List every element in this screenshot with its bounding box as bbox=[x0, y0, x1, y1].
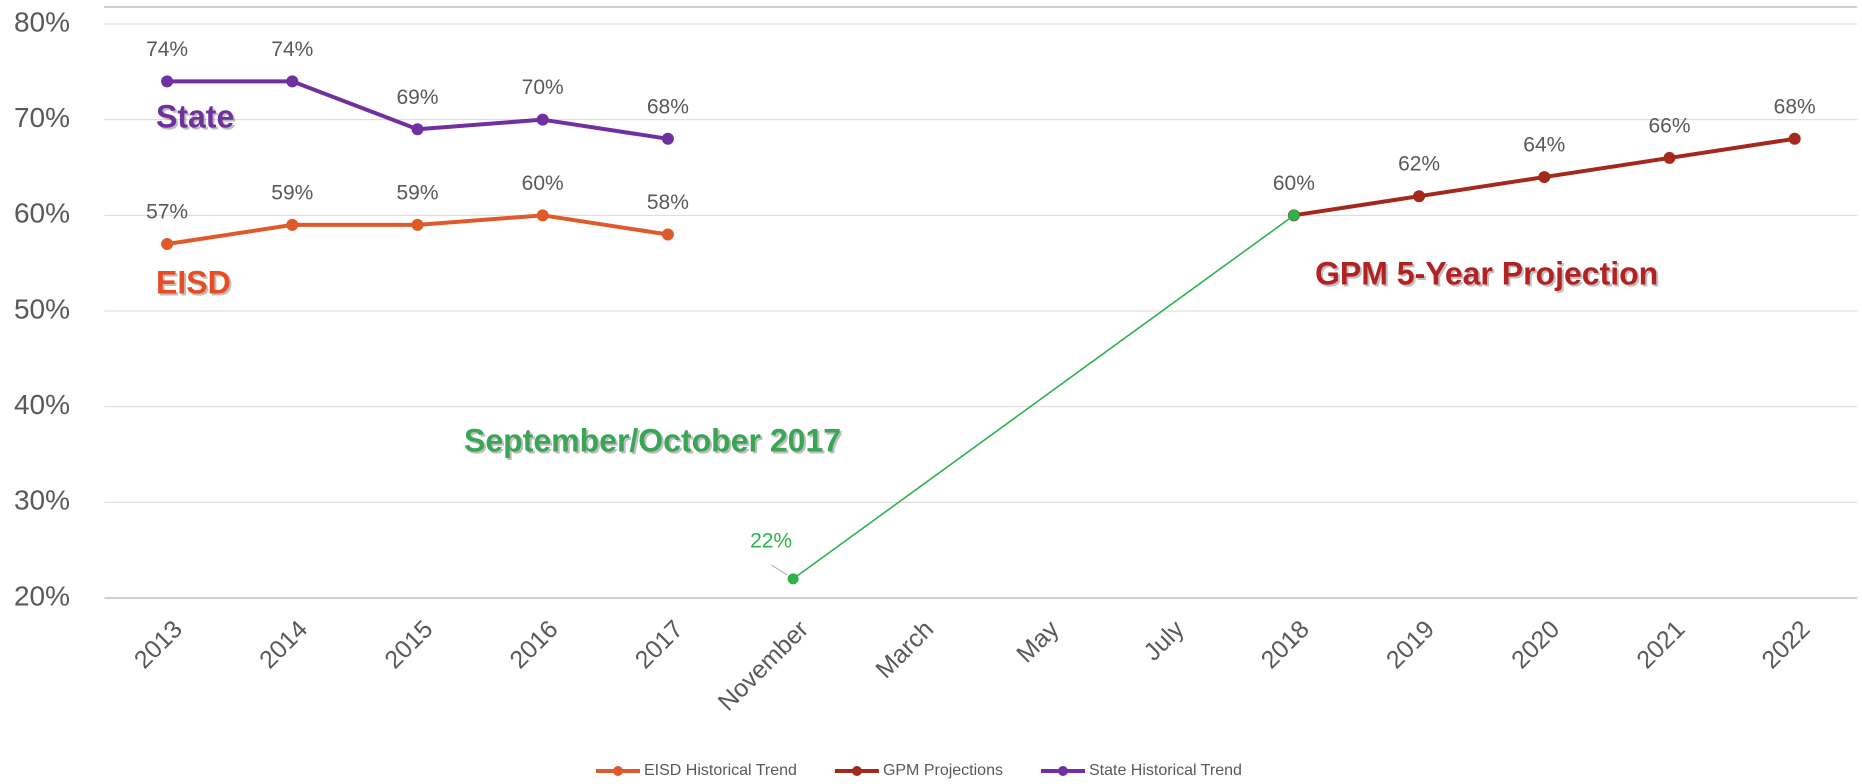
x-tick-label: May bbox=[1011, 615, 1065, 669]
x-tick-label: 2013 bbox=[129, 615, 188, 674]
data-point bbox=[661, 228, 674, 241]
x-tick-label: 2020 bbox=[1506, 615, 1565, 674]
y-tick-label: 60% bbox=[14, 198, 70, 229]
data-point bbox=[661, 132, 674, 145]
y-tick-label: 70% bbox=[14, 102, 70, 133]
data-label: 62% bbox=[1398, 153, 1440, 176]
data-label: 59% bbox=[271, 181, 313, 204]
data-point bbox=[286, 75, 299, 88]
data-point bbox=[536, 209, 549, 222]
data-label: 68% bbox=[1774, 95, 1816, 118]
legend-marker bbox=[851, 766, 862, 776]
series-line bbox=[792, 214, 1295, 580]
annotation-shadow: September/October 2017 bbox=[466, 424, 843, 460]
data-label: 22% bbox=[750, 529, 792, 552]
data-point bbox=[161, 75, 174, 88]
x-tick-label: July bbox=[1138, 615, 1190, 667]
data-point bbox=[286, 218, 299, 231]
annotation-shadow: GPM 5-Year Projection bbox=[1317, 257, 1660, 293]
x-tick-label: 2018 bbox=[1256, 615, 1315, 674]
data-label: 74% bbox=[271, 38, 313, 61]
data-label: 60% bbox=[522, 172, 564, 195]
x-tick-label: 2016 bbox=[504, 615, 563, 674]
data-label: 57% bbox=[146, 201, 188, 224]
legend-label: EISD Historical Trend bbox=[644, 762, 797, 779]
data-label: 58% bbox=[647, 191, 689, 214]
annotation-shadow: State bbox=[158, 100, 236, 136]
data-point bbox=[1788, 132, 1801, 145]
annotation: GPM 5-Year Projection bbox=[1315, 255, 1658, 291]
data-label: 70% bbox=[522, 76, 564, 99]
data-label: 64% bbox=[1523, 134, 1565, 157]
x-tick-label: 2017 bbox=[630, 615, 689, 674]
data-point bbox=[536, 113, 549, 126]
data-point bbox=[411, 123, 424, 136]
x-tick-label: 2019 bbox=[1381, 615, 1440, 674]
y-tick-label: 30% bbox=[14, 485, 70, 516]
x-tick-label: November bbox=[713, 615, 814, 716]
data-label: 74% bbox=[146, 38, 188, 61]
x-tick-label: 2021 bbox=[1631, 615, 1690, 674]
x-tick-label: 2022 bbox=[1756, 615, 1815, 674]
y-tick-label: 20% bbox=[14, 580, 70, 611]
data-label: 66% bbox=[1648, 114, 1690, 137]
data-point bbox=[161, 238, 174, 251]
data-label: 68% bbox=[647, 95, 689, 118]
x-tick-label: 2014 bbox=[254, 615, 313, 674]
y-tick-label: 50% bbox=[14, 293, 70, 324]
annotation: State bbox=[156, 98, 234, 134]
x-tick-label: March bbox=[870, 615, 939, 684]
annotation: EISD bbox=[156, 264, 231, 300]
legend-marker bbox=[613, 766, 623, 776]
legend-label: GPM Projections bbox=[883, 762, 1003, 779]
y-tick-label: 40% bbox=[14, 389, 70, 420]
annotation-shadow: EISD bbox=[158, 266, 233, 302]
data-label: 60% bbox=[1273, 172, 1315, 195]
data-point bbox=[1288, 209, 1300, 221]
data-label: 69% bbox=[396, 86, 438, 109]
data-label: 59% bbox=[396, 181, 438, 204]
data-point bbox=[1413, 190, 1426, 203]
y-tick-label: 80% bbox=[14, 6, 70, 37]
annotation: September/October 2017 bbox=[464, 422, 841, 458]
data-point bbox=[411, 218, 424, 231]
legend-marker bbox=[1057, 766, 1068, 776]
data-point bbox=[1538, 171, 1551, 184]
data-point bbox=[1663, 151, 1676, 164]
leader-line bbox=[770, 564, 788, 576]
x-tick-label: 2015 bbox=[379, 615, 438, 674]
data-point bbox=[787, 573, 799, 585]
legend-label: State Historical Trend bbox=[1089, 762, 1242, 779]
